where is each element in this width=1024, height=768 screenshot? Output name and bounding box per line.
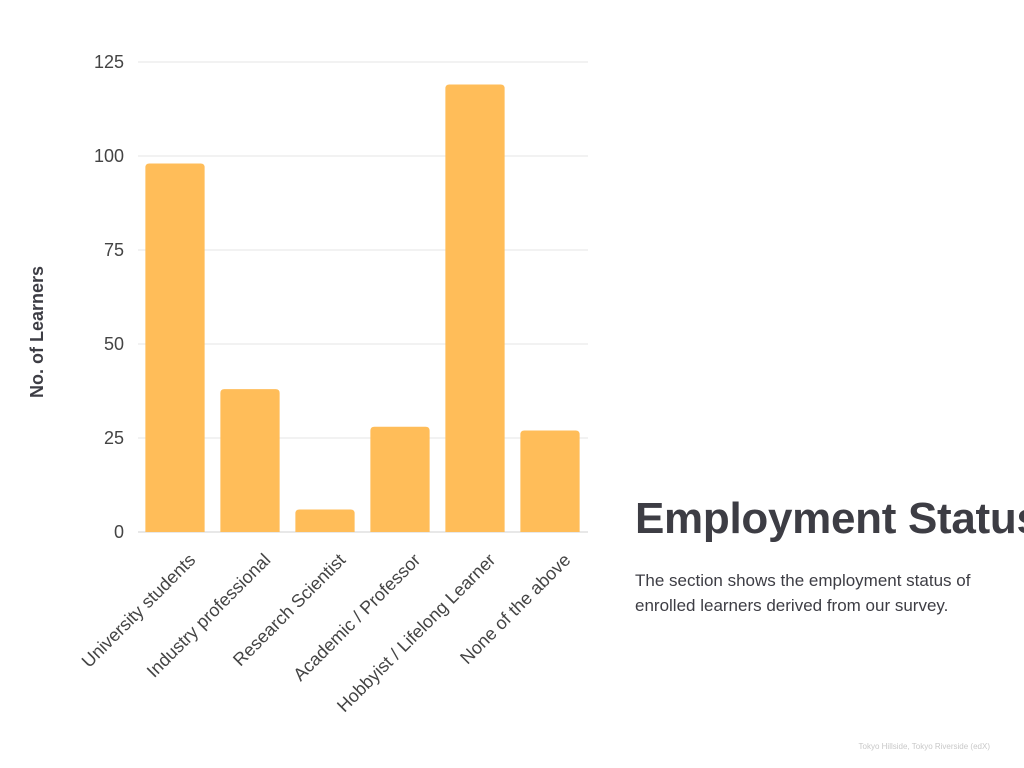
y-tick-label: 25 [104,428,124,448]
section-description: The section shows the employment status … [635,571,971,615]
x-tick-label: Industry professional [143,550,275,682]
footer-note: Tokyo Hillside, Tokyo Riverside (edX) [858,742,990,751]
y-tick-label: 100 [94,146,124,166]
grid-lines [138,61,588,533]
y-tick-label: 50 [104,334,124,354]
bar [520,430,580,532]
bar [220,389,280,532]
section-title: Employment Status [635,494,1024,543]
y-tick-label: 125 [94,52,124,72]
bar [145,163,205,532]
y-tick-label: 0 [114,522,124,542]
y-tick-label: 75 [104,240,124,260]
bar [370,426,430,532]
y-axis-label: No. of Learners [27,266,47,398]
bars [145,84,580,532]
x-tick-label: Hobbyist / Lifelong Learner [333,550,499,716]
bar [445,84,505,532]
bar [295,509,355,532]
x-tick-label: Academic / Professor [289,550,424,685]
y-axis: 0 25 50 75 100 125 [94,52,124,542]
bar-chart: 0 25 50 75 100 125 University studentsIndustr… [27,52,588,716]
